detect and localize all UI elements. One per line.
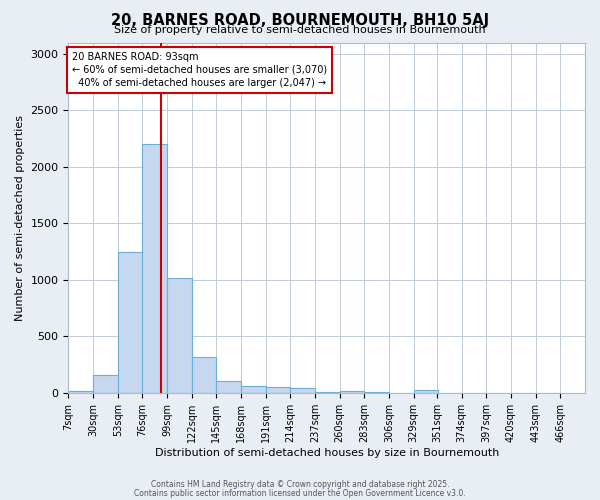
Y-axis label: Number of semi-detached properties: Number of semi-detached properties [15,114,25,320]
Bar [364,392,389,393]
Text: Contains public sector information licensed under the Open Government Licence v3: Contains public sector information licen… [134,488,466,498]
X-axis label: Distribution of semi-detached houses by size in Bournemouth: Distribution of semi-detached houses by … [155,448,499,458]
Text: Size of property relative to semi-detached houses in Bournemouth: Size of property relative to semi-detach… [114,25,486,35]
Bar [191,356,217,393]
Bar [142,144,167,393]
Bar [118,252,142,393]
Text: Contains HM Land Registry data © Crown copyright and database right 2025.: Contains HM Land Registry data © Crown c… [151,480,449,489]
Bar [167,278,191,393]
Bar [241,386,266,393]
Bar [266,387,290,393]
Bar [315,392,340,393]
Bar [68,390,93,393]
Text: 20, BARNES ROAD, BOURNEMOUTH, BH10 5AJ: 20, BARNES ROAD, BOURNEMOUTH, BH10 5AJ [111,12,489,28]
Bar [93,375,118,393]
Bar [217,381,241,393]
Text: 20 BARNES ROAD: 93sqm
← 60% of semi-detached houses are smaller (3,070)
  40% of: 20 BARNES ROAD: 93sqm ← 60% of semi-deta… [71,52,327,88]
Bar [290,388,315,393]
Bar [413,390,438,393]
Bar [340,391,364,393]
